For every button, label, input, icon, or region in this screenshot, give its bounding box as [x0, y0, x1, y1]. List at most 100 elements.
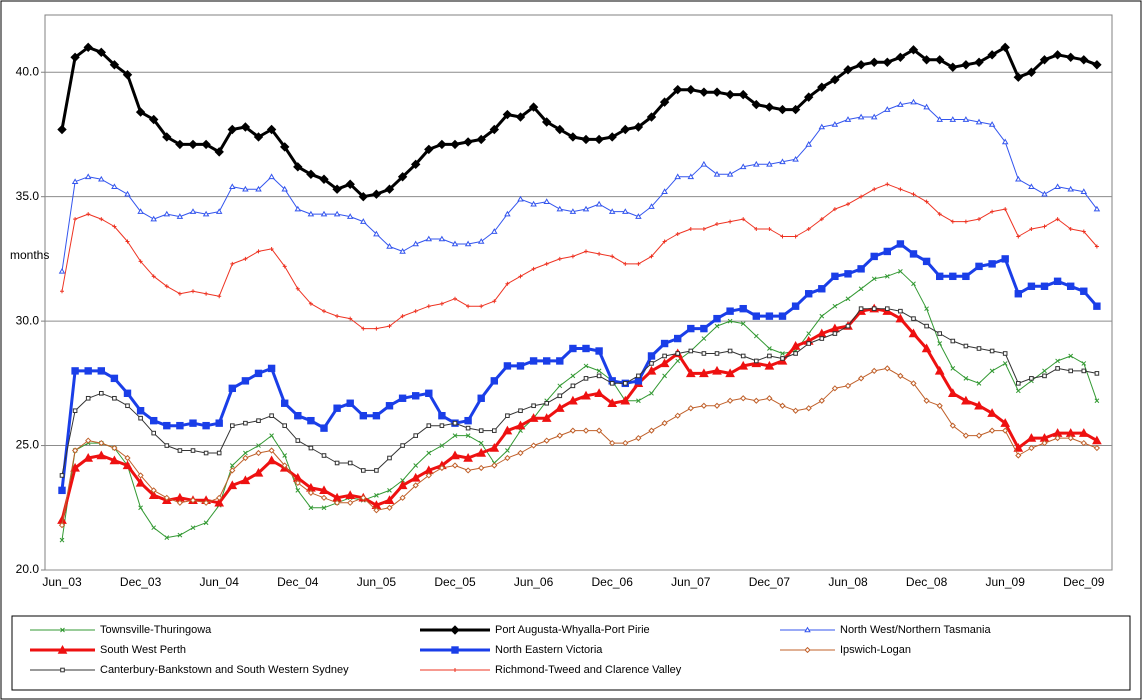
marker — [687, 324, 695, 333]
marker — [385, 402, 394, 410]
marker — [1002, 427, 1009, 434]
marker — [203, 520, 209, 526]
marker — [295, 286, 300, 291]
marker — [282, 423, 287, 428]
x-tick-label: Dec_08 — [906, 575, 948, 589]
marker — [491, 228, 498, 234]
marker — [1041, 190, 1048, 197]
marker — [99, 390, 104, 396]
marker — [751, 99, 762, 110]
marker — [295, 438, 301, 443]
marker — [753, 397, 760, 404]
marker — [1026, 67, 1037, 77]
marker — [884, 273, 890, 279]
marker — [1026, 433, 1037, 442]
marker — [819, 217, 824, 222]
marker — [662, 373, 667, 379]
marker — [320, 494, 328, 501]
marker — [214, 497, 225, 507]
marker — [987, 408, 997, 417]
legend-label: Ipswich-Logan — [840, 644, 911, 656]
marker — [857, 375, 865, 382]
marker — [897, 372, 904, 379]
marker — [96, 450, 107, 460]
marker — [597, 251, 602, 256]
marker — [569, 208, 577, 214]
marker — [977, 217, 981, 222]
marker — [148, 490, 159, 500]
marker — [308, 505, 314, 511]
marker — [898, 268, 903, 274]
marker — [138, 259, 143, 264]
marker — [1053, 277, 1062, 286]
marker — [726, 397, 734, 404]
marker — [387, 488, 392, 493]
marker — [256, 418, 261, 423]
marker — [400, 314, 405, 319]
marker — [636, 261, 641, 266]
y-tick-label: 35.0 — [16, 189, 40, 203]
marker — [515, 420, 526, 430]
marker — [528, 413, 539, 422]
marker — [151, 274, 156, 279]
marker — [1002, 361, 1008, 366]
marker — [150, 416, 158, 425]
marker — [360, 494, 367, 501]
marker — [544, 400, 550, 406]
marker — [871, 367, 878, 375]
marker — [818, 397, 825, 404]
marker — [1054, 183, 1061, 190]
marker — [58, 267, 66, 274]
marker — [924, 323, 929, 329]
marker — [189, 497, 197, 504]
marker — [609, 381, 615, 386]
marker — [479, 304, 484, 309]
marker — [688, 348, 694, 354]
marker — [397, 172, 408, 182]
marker — [137, 472, 144, 479]
marker — [399, 248, 406, 254]
marker — [164, 443, 170, 448]
marker — [767, 353, 772, 359]
marker — [464, 416, 472, 425]
marker — [73, 217, 78, 222]
marker — [322, 309, 326, 314]
x-tick-label: Jun_05 — [357, 575, 397, 589]
marker — [989, 348, 995, 354]
marker — [556, 357, 564, 365]
marker — [1016, 234, 1021, 239]
marker — [60, 627, 65, 633]
y-tick-label: 20.0 — [16, 562, 40, 576]
marker — [963, 343, 969, 349]
marker — [320, 424, 328, 432]
marker — [517, 449, 524, 457]
marker — [266, 455, 277, 465]
marker — [1029, 227, 1034, 232]
marker — [988, 427, 996, 434]
marker — [857, 113, 865, 120]
marker — [700, 160, 708, 167]
marker — [1028, 444, 1035, 452]
marker — [831, 272, 839, 281]
marker — [570, 383, 576, 389]
marker — [596, 373, 602, 379]
marker — [922, 257, 931, 266]
marker — [266, 124, 277, 135]
marker — [466, 304, 471, 309]
marker — [504, 454, 511, 462]
marker — [109, 455, 120, 465]
marker — [256, 249, 261, 254]
marker — [123, 389, 132, 397]
legend-label: Townsville-Thuringowa — [100, 624, 212, 636]
series-line — [61, 101, 1098, 272]
marker — [832, 303, 838, 309]
marker — [478, 464, 485, 472]
series — [58, 365, 1101, 529]
marker — [216, 450, 222, 456]
marker — [1040, 282, 1049, 290]
marker — [974, 400, 984, 410]
marker — [1055, 366, 1060, 371]
marker — [1080, 188, 1088, 195]
marker — [859, 194, 864, 199]
marker — [346, 213, 354, 219]
